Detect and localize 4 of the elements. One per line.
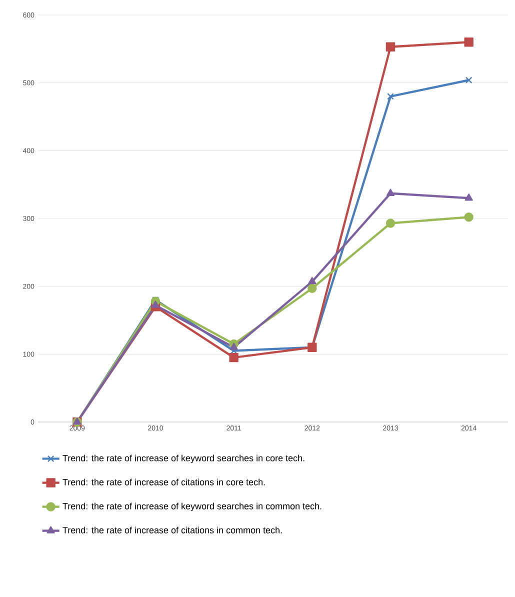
legend-label: Trend: the rate of increase of keyword searches in common tech. bbox=[62, 502, 322, 512]
legend-label: Trend: the rate of increase of keyword searches in core tech. bbox=[62, 454, 304, 464]
legend-label: Trend: the rate of increase of citations in common tech. bbox=[62, 526, 282, 534]
legend-label: Trend: the rate of increase of citations in core tech. bbox=[62, 478, 265, 486]
